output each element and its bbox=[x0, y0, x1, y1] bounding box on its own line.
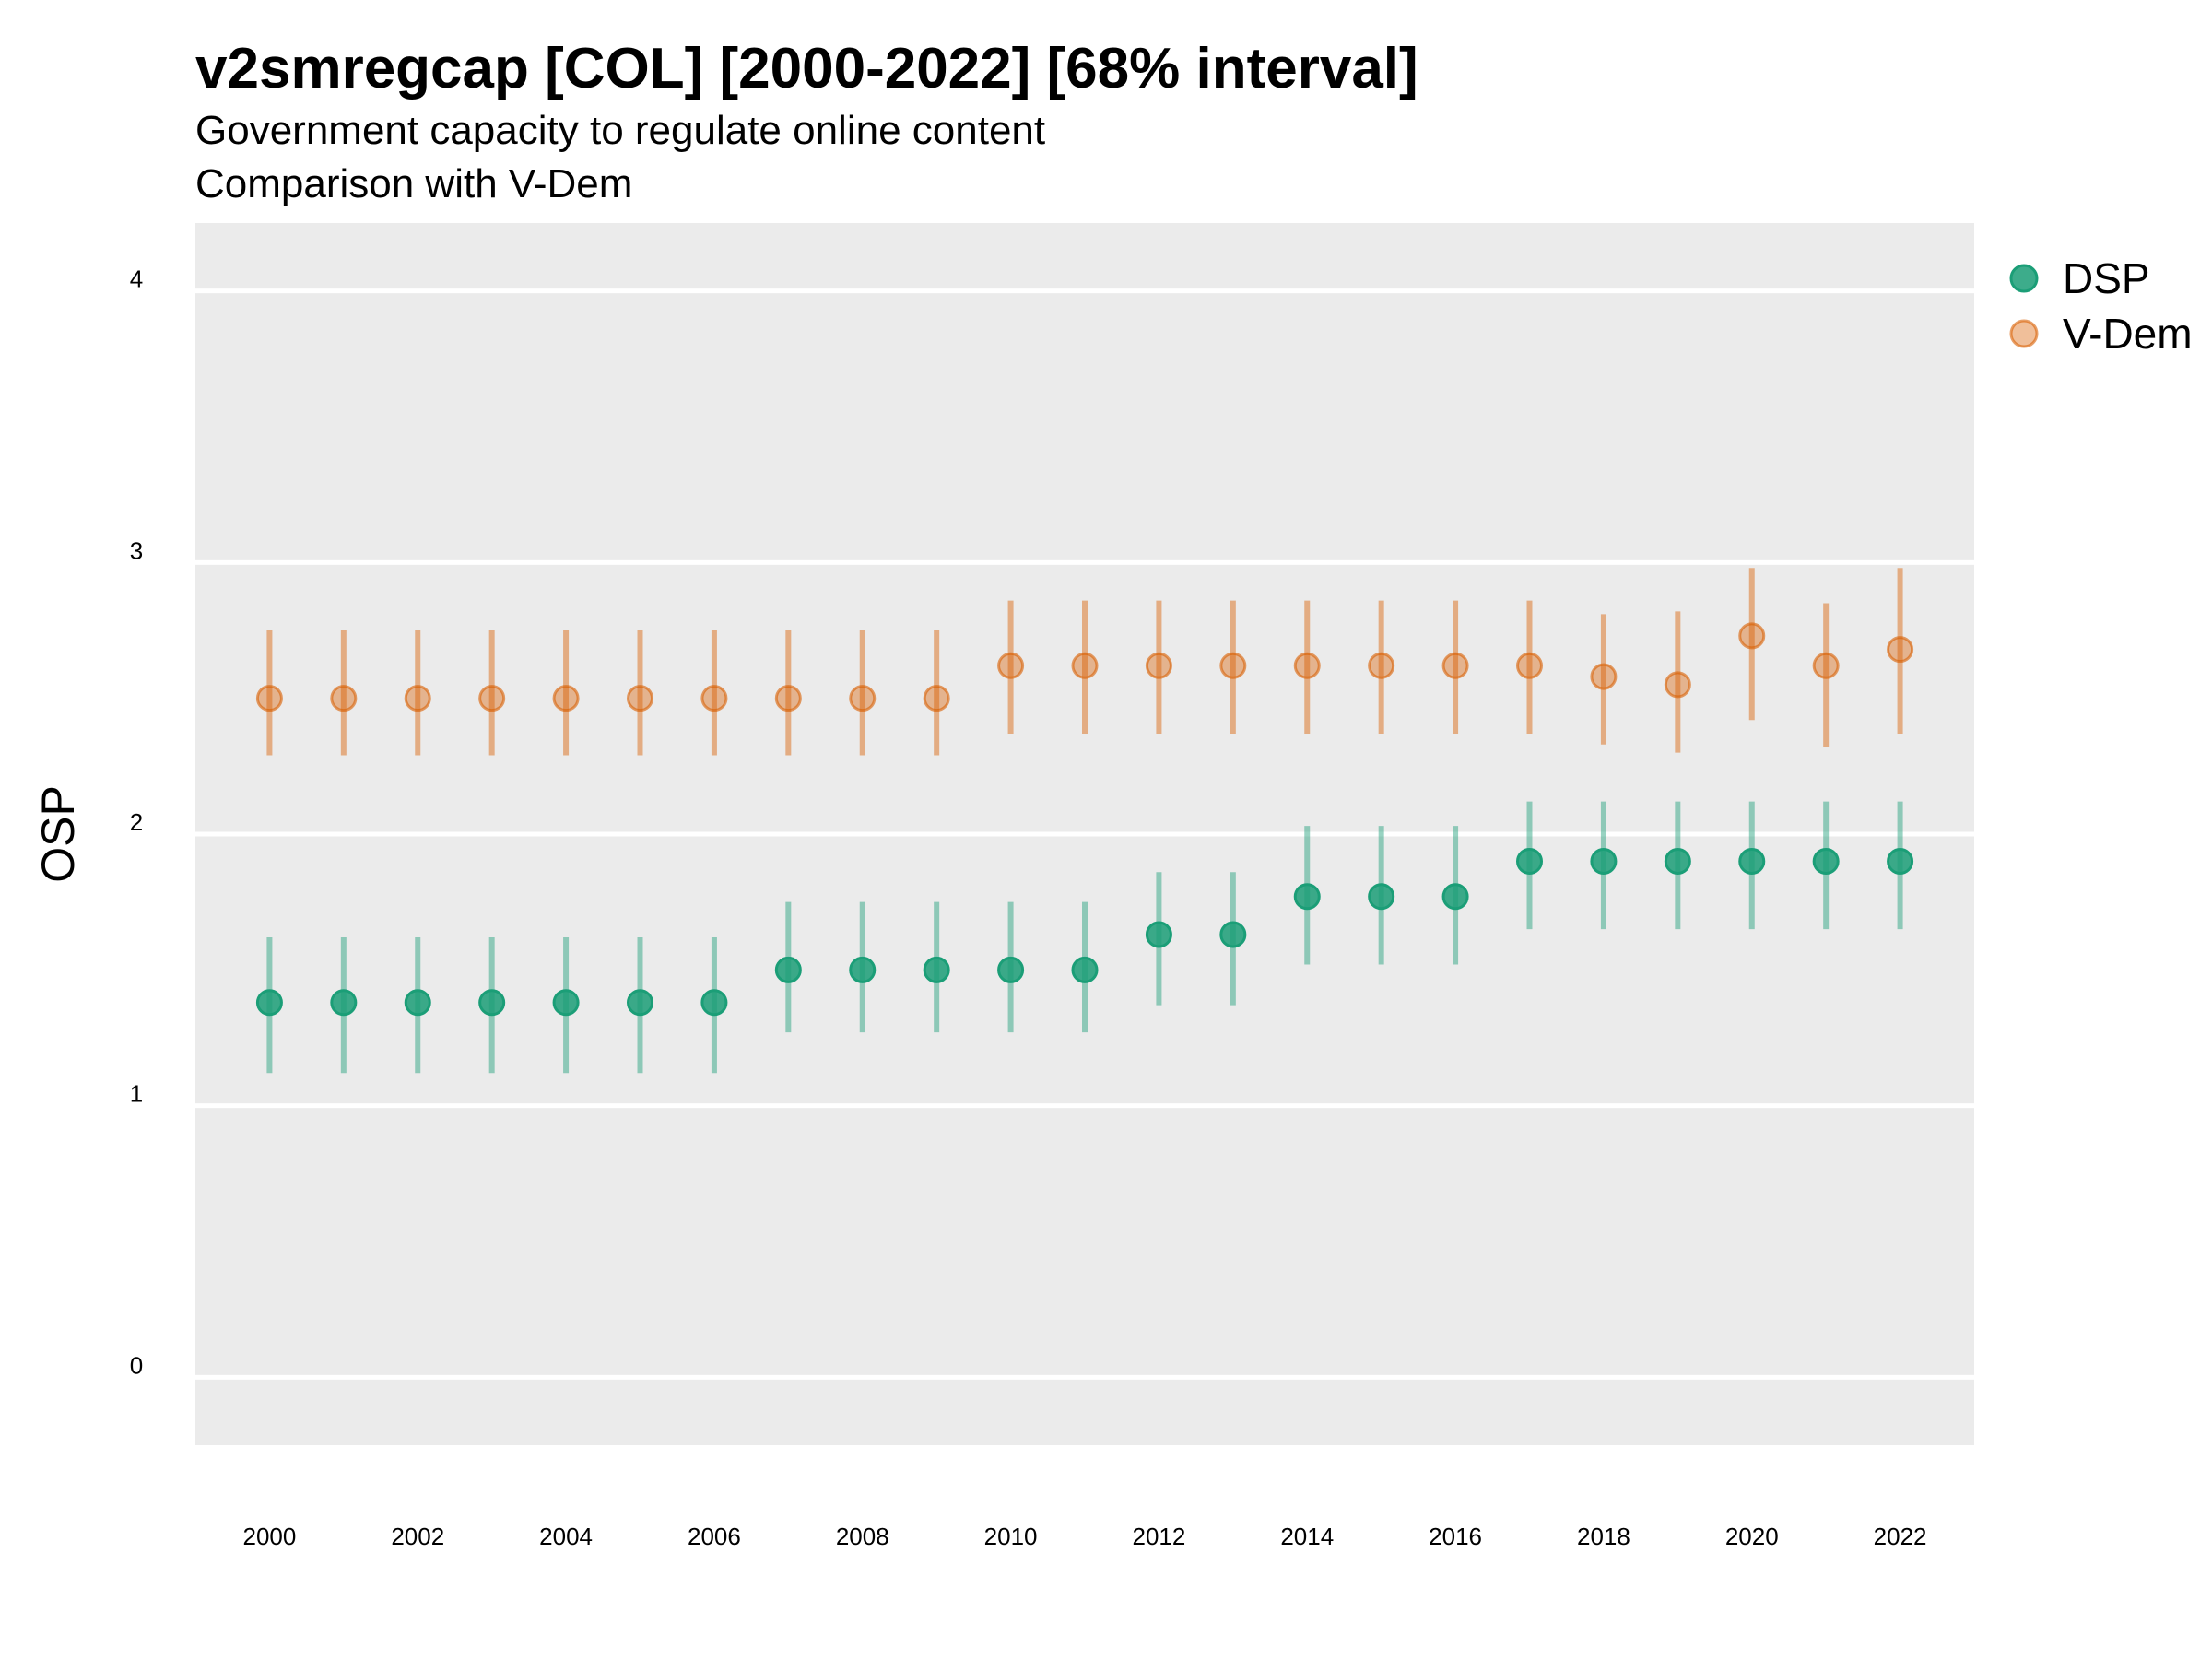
point-V-Dem-2009 bbox=[923, 685, 950, 712]
x-tick-label-2004: 2004 bbox=[539, 1523, 593, 1550]
legend: DSP V-Dem bbox=[2009, 254, 2193, 358]
y-axis-label: OSP bbox=[32, 785, 84, 883]
point-V-Dem-2007 bbox=[774, 685, 802, 712]
series-dsp bbox=[255, 801, 1914, 1074]
point-V-Dem-2017 bbox=[1516, 652, 1543, 679]
point-V-Dem-2000 bbox=[255, 685, 283, 712]
point-V-Dem-2016 bbox=[1441, 652, 1469, 679]
point-V-Dem-2014 bbox=[1293, 652, 1321, 679]
point-V-Dem-2008 bbox=[849, 685, 877, 712]
chart-subtitle-2: Comparison with V-Dem bbox=[195, 161, 632, 206]
chart-title: v2smregcap [COL] [2000-2022] [68% interv… bbox=[195, 37, 1418, 100]
point-DSP-2009 bbox=[923, 956, 950, 983]
point-DSP-2006 bbox=[700, 989, 728, 1017]
x-tick-label-2006: 2006 bbox=[688, 1523, 741, 1550]
point-DSP-2012 bbox=[1145, 921, 1172, 948]
x-tick-label-2014: 2014 bbox=[1280, 1523, 1334, 1550]
legend-label-DSP: DSP bbox=[2063, 254, 2150, 302]
y-tick-labels: 0 1 2 3 4 bbox=[130, 265, 143, 1380]
point-V-Dem-2004 bbox=[552, 685, 580, 712]
point-DSP-2010 bbox=[997, 956, 1025, 983]
point-DSP-2013 bbox=[1219, 921, 1247, 948]
x-tick-label-2002: 2002 bbox=[391, 1523, 444, 1550]
y-tick-label-2: 2 bbox=[130, 808, 143, 836]
point-DSP-2011 bbox=[1071, 956, 1099, 983]
point-V-Dem-2003 bbox=[478, 685, 506, 712]
point-V-Dem-2013 bbox=[1219, 652, 1247, 679]
y-tick-label-0: 0 bbox=[130, 1351, 143, 1379]
point-DSP-2005 bbox=[627, 989, 653, 1017]
point-V-Dem-2015 bbox=[1368, 652, 1395, 679]
y-tick-label-1: 1 bbox=[130, 1080, 143, 1108]
point-DSP-2017 bbox=[1516, 847, 1543, 875]
x-tick-label-2000: 2000 bbox=[242, 1523, 296, 1550]
point-DSP-2014 bbox=[1293, 883, 1321, 911]
point-DSP-2003 bbox=[478, 989, 506, 1017]
point-DSP-2007 bbox=[774, 956, 802, 983]
point-DSP-2016 bbox=[1441, 883, 1469, 911]
point-DSP-2015 bbox=[1368, 883, 1395, 911]
y-tick-label-4: 4 bbox=[130, 265, 143, 293]
point-V-Dem-2020 bbox=[1738, 622, 1766, 650]
point-DSP-2018 bbox=[1590, 847, 1618, 875]
point-V-Dem-2012 bbox=[1145, 652, 1172, 679]
point-DSP-2019 bbox=[1664, 847, 1691, 875]
series-v-dem bbox=[255, 568, 1914, 756]
point-DSP-2021 bbox=[1812, 847, 1840, 875]
legend-key-DSP bbox=[2009, 264, 2039, 293]
x-tick-label-2008: 2008 bbox=[836, 1523, 889, 1550]
point-V-Dem-2022 bbox=[1887, 636, 1914, 664]
point-V-Dem-2005 bbox=[627, 685, 653, 712]
point-V-Dem-2011 bbox=[1071, 652, 1099, 679]
x-tick-label-2018: 2018 bbox=[1577, 1523, 1630, 1550]
point-V-Dem-2010 bbox=[997, 652, 1025, 679]
point-DSP-2020 bbox=[1738, 847, 1766, 875]
y-gridlines bbox=[195, 288, 1974, 1380]
point-V-Dem-2021 bbox=[1812, 652, 1840, 679]
x-tick-label-2022: 2022 bbox=[1874, 1523, 1927, 1550]
point-DSP-2008 bbox=[849, 956, 877, 983]
x-tick-label-2010: 2010 bbox=[984, 1523, 1038, 1550]
chart-subtitle: Government capacity to regulate online c… bbox=[195, 108, 1045, 153]
legend-label-V-Dem: V-Dem bbox=[2063, 310, 2193, 358]
x-tick-labels: 2000 2002 2004 2006 2008 2010 2012 2014 2016 2018… bbox=[242, 1523, 1926, 1550]
point-DSP-2002 bbox=[404, 989, 431, 1017]
point-V-Dem-2001 bbox=[330, 685, 358, 712]
point-DSP-2000 bbox=[255, 989, 283, 1017]
x-tick-label-2012: 2012 bbox=[1132, 1523, 1185, 1550]
point-DSP-2001 bbox=[330, 989, 358, 1017]
point-DSP-2004 bbox=[552, 989, 580, 1017]
point-V-Dem-2002 bbox=[404, 685, 431, 712]
x-tick-label-2016: 2016 bbox=[1429, 1523, 1482, 1550]
point-V-Dem-2018 bbox=[1590, 663, 1618, 690]
point-DSP-2022 bbox=[1887, 847, 1914, 875]
data-marks bbox=[255, 568, 1914, 1074]
point-V-Dem-2006 bbox=[700, 685, 728, 712]
y-tick-label-3: 3 bbox=[130, 536, 143, 564]
point-V-Dem-2019 bbox=[1664, 671, 1691, 699]
legend-key-V-Dem bbox=[2009, 319, 2039, 348]
x-tick-label-2020: 2020 bbox=[1725, 1523, 1779, 1550]
